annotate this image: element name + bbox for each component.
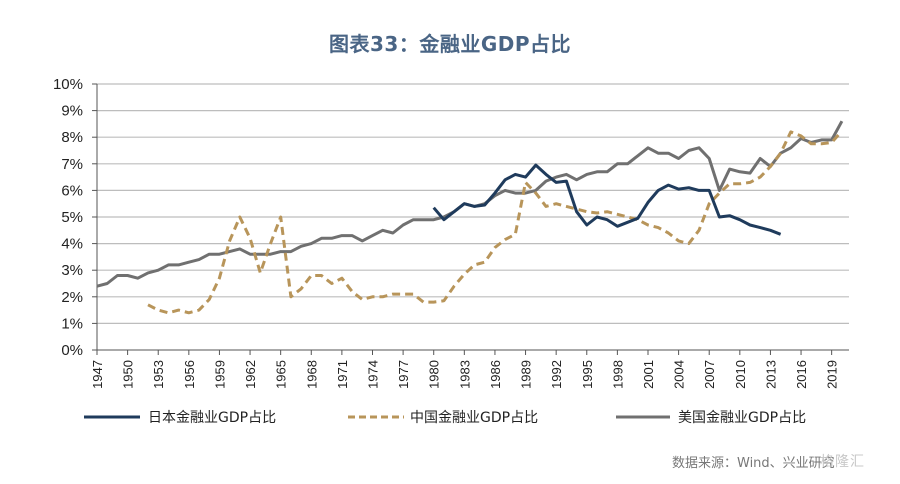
gridlines: [97, 83, 849, 324]
series-lines: [96, 120, 844, 315]
series-line-japan: [432, 163, 782, 236]
x-axis-ticks: 1947 1950 1953 1956 1959 1962 1965 1968 1971 1974…: [90, 360, 840, 389]
legend-label-japan: 日本金融业GDP占比: [148, 410, 276, 426]
watermark-logo: 格隆汇: [820, 454, 865, 470]
chart-title: 图表33：金融业GDP占比: [328, 32, 571, 56]
series-line-china: [147, 130, 840, 315]
y-tick-label: 6%: [61, 182, 83, 199]
legend-item-china: 中国金融业GDP占比: [348, 410, 538, 426]
x-tick-label: 1962: [243, 360, 258, 389]
y-tick-label: 10%: [53, 76, 83, 93]
x-tick-label: 1983: [457, 360, 472, 389]
x-tick-label: 2016: [794, 360, 809, 389]
legend: 日本金融业GDP占比 中国金融业GDP占比 美国金融业GDP占比: [84, 410, 806, 426]
y-tick-label: 2%: [61, 289, 83, 306]
x-tick-label: 2007: [702, 360, 717, 389]
y-axis-ticks: 0% 1% 2% 3% 4% 5% 6% 7% 8% 9% 10%: [53, 76, 83, 359]
y-tick-label: 9%: [61, 103, 83, 120]
legend-item-us: 美国金融业GDP占比: [616, 410, 806, 426]
x-tick-label: 2001: [641, 360, 656, 389]
legend-label-china: 中国金融业GDP占比: [410, 410, 538, 426]
x-tick-label: 1950: [121, 360, 136, 389]
x-tick-label: 2013: [763, 360, 778, 389]
y-tick-label: 4%: [61, 236, 83, 253]
x-tick-label: 1989: [519, 360, 534, 389]
y-tick-label: 1%: [61, 315, 83, 332]
x-tick-label: 1971: [335, 360, 350, 389]
x-tick-label: 1977: [396, 360, 411, 389]
x-tick-label: 2010: [733, 360, 748, 389]
legend-item-japan: 日本金融业GDP占比: [84, 410, 276, 426]
x-tick-label: 2019: [825, 360, 840, 389]
x-tick-label: 1995: [580, 360, 595, 389]
y-tick-label: 0%: [61, 342, 83, 359]
x-tick-label: 1986: [488, 360, 503, 389]
y-tick-label: 8%: [61, 129, 83, 146]
x-tick-label: 1992: [549, 360, 564, 389]
x-tick-label: 1959: [212, 360, 227, 389]
x-tick-label: 1998: [610, 360, 625, 389]
legend-label-us: 美国金融业GDP占比: [678, 410, 806, 426]
y-tick-label: 5%: [61, 209, 83, 226]
y-tick-label: 7%: [61, 156, 83, 173]
y-tick-label: 3%: [61, 262, 83, 279]
x-tick-label: 1953: [151, 360, 166, 389]
x-tick-label: 2004: [672, 360, 687, 389]
axes: [92, 83, 849, 355]
x-tick-label: 1947: [90, 360, 105, 389]
x-tick-label: 1980: [427, 360, 442, 389]
x-tick-label: 1974: [365, 360, 380, 389]
x-tick-label: 1968: [304, 360, 319, 389]
source-note: 数据来源：Wind、兴业研究: [672, 456, 835, 471]
x-tick-label: 1956: [182, 360, 197, 389]
x-tick-label: 1965: [274, 360, 289, 389]
